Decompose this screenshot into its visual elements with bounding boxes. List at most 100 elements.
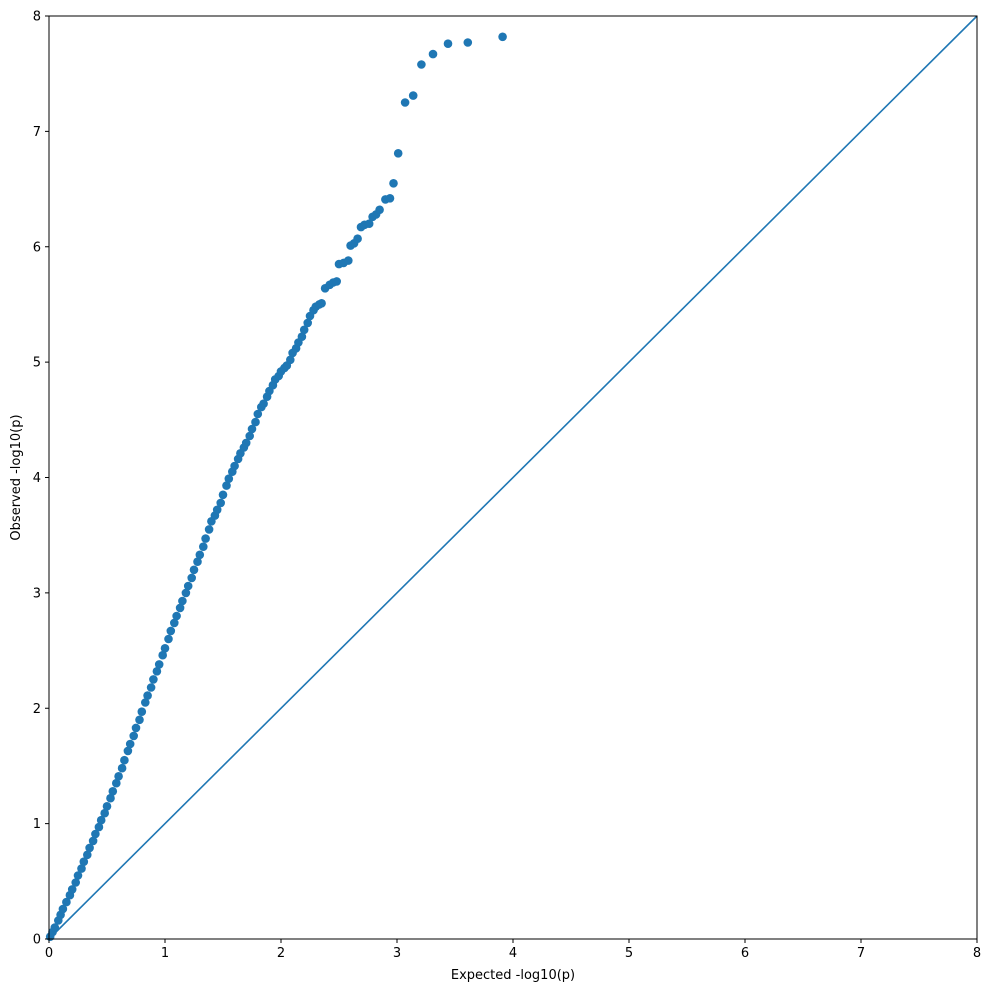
y-tick-label: 1 (33, 817, 41, 832)
x-tick-label: 2 (277, 946, 285, 961)
scatter-point (112, 778, 121, 788)
x-tick-label: 6 (741, 946, 749, 961)
scatter-point (79, 857, 89, 866)
scatter-point (166, 626, 176, 636)
scatter-point (120, 755, 129, 765)
scatter-point (212, 505, 222, 515)
scatter-point (187, 573, 196, 583)
x-tick-label: 0 (45, 946, 53, 961)
scatter-point (216, 498, 225, 508)
scatter-point (317, 299, 326, 308)
scatter-point (158, 650, 167, 660)
scatter-point (463, 38, 473, 47)
x-tick-label: 7 (857, 946, 865, 961)
scatter-point (58, 904, 68, 914)
scatter-point (199, 542, 208, 551)
scatter-point (137, 707, 147, 716)
scatter-point (175, 603, 185, 613)
scatter-points (45, 32, 507, 941)
scatter-point (344, 256, 353, 265)
y-axis-label: Observed -log10(p) (9, 414, 24, 540)
y-tick-label: 8 (33, 10, 41, 25)
scatter-point (428, 49, 438, 59)
scatter-point (286, 355, 295, 365)
scatter-point (195, 550, 205, 560)
scatter-point (201, 534, 210, 543)
scatter-point (170, 618, 179, 628)
scatter-point (154, 660, 164, 669)
y-tick-label: 3 (33, 586, 41, 601)
scatter-point (204, 525, 214, 534)
scatter-point (91, 829, 100, 839)
scatter-point (125, 739, 135, 749)
scatter-point (299, 325, 309, 335)
scatter-point (117, 763, 127, 773)
scatter-point (389, 179, 398, 188)
scatter-point (83, 850, 92, 860)
x-axis-ticks: 0 1 2 3 4 5 6 7 8 (45, 939, 981, 961)
x-axis-label: Expected -log10(p) (451, 968, 575, 983)
scatter-point (189, 565, 199, 575)
y-tick-label: 2 (33, 702, 41, 717)
scatter-point (67, 885, 77, 894)
scatter-point (160, 644, 170, 653)
scatter-point (143, 691, 152, 700)
reference-diagonal-line (48, 15, 978, 940)
scatter-point (149, 675, 158, 684)
scatter-point (353, 234, 362, 243)
x-tick-label: 4 (509, 946, 517, 961)
scatter-point (114, 772, 123, 781)
scatter-point (259, 399, 268, 409)
scatter-point (247, 424, 257, 434)
scatter-point (181, 588, 191, 598)
scatter-point (50, 923, 60, 932)
x-tick-label: 8 (973, 946, 981, 961)
scatter-point (375, 205, 384, 215)
y-tick-label: 5 (33, 356, 41, 371)
scatter-point (102, 802, 112, 811)
scatter-point (77, 864, 86, 873)
scatter-point (253, 409, 263, 419)
scatter-point (129, 731, 138, 741)
y-axis-ticks: 0 1 2 3 4 5 6 7 8 (33, 10, 49, 948)
scatter-point (498, 32, 507, 42)
y-tick-label: 0 (33, 933, 41, 948)
scatter-point (245, 431, 254, 441)
scatter-point (297, 332, 307, 342)
scatter-point (152, 667, 162, 676)
scatter-point (408, 91, 418, 100)
scatter-point (135, 715, 144, 725)
scatter-point (71, 878, 80, 887)
scatter-point (218, 490, 228, 500)
y-tick-label: 7 (33, 125, 41, 140)
scatter-point (123, 746, 133, 756)
scatter-point (94, 822, 104, 832)
scatter-point (332, 277, 342, 286)
scatter-point (193, 557, 202, 566)
scatter-point (108, 787, 118, 796)
scatter-point (241, 438, 251, 448)
scatter-point (303, 318, 313, 328)
scatter-point (393, 149, 403, 158)
scatter-point (183, 581, 193, 591)
scatter-point (400, 98, 410, 107)
scatter-point (164, 634, 173, 644)
x-tick-label: 3 (393, 946, 401, 961)
x-tick-label: 5 (625, 946, 633, 961)
scatter-point (417, 60, 426, 69)
scatter-point (100, 808, 109, 818)
scatter-point (88, 836, 98, 846)
scatter-point (62, 897, 71, 907)
plot-frame (48, 15, 978, 940)
scatter-point (230, 461, 239, 471)
scatter-point (364, 219, 374, 228)
scatter-point (141, 698, 150, 707)
scatter-point (172, 611, 181, 621)
scatter-point (106, 793, 115, 803)
x-tick-label: 1 (161, 946, 169, 961)
scatter-point (73, 871, 83, 880)
scatter-point (85, 843, 94, 853)
scatter-point (385, 194, 395, 203)
scatter-point (96, 815, 106, 825)
